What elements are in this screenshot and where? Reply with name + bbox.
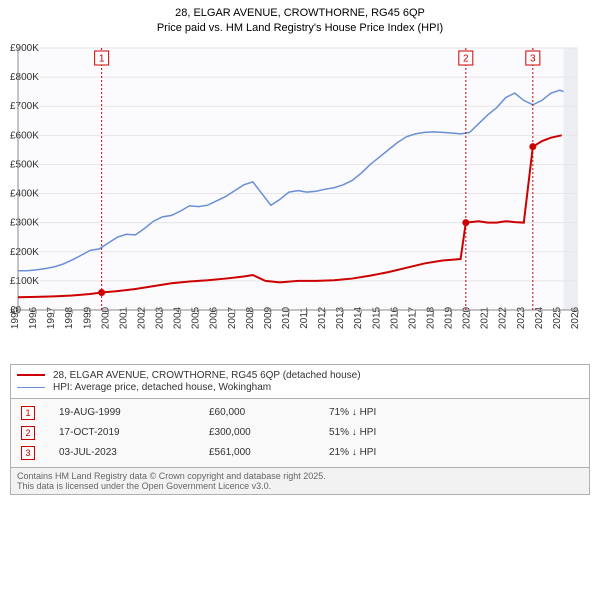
transaction-row: 1 19-AUG-1999£60,00071% ↓ HPI — [17, 403, 583, 423]
y-tick-label: £700K — [10, 101, 39, 112]
marker-number: 2 — [463, 53, 469, 64]
legend-label: HPI: Average price, detached house, Woki… — [53, 382, 271, 393]
footer-line2: This data is licensed under the Open Gov… — [17, 481, 583, 491]
y-tick-label: £900K — [10, 43, 39, 54]
transaction-index: 3 — [21, 446, 35, 460]
marker-number: 1 — [99, 53, 105, 64]
transaction-diff: 71% ↓ HPI — [329, 407, 583, 418]
legend-label: 28, ELGAR AVENUE, CROWTHORNE, RG45 6QP (… — [53, 370, 361, 381]
transaction-index: 1 — [21, 406, 35, 420]
chart-svg: £0£100K£200K£300K£400K£500K£600K£700K£80… — [10, 42, 590, 362]
transaction-diff: 21% ↓ HPI — [329, 447, 583, 458]
y-tick-label: £300K — [10, 217, 39, 228]
legend-row: 28, ELGAR AVENUE, CROWTHORNE, RG45 6QP (… — [17, 370, 583, 381]
chart-area: £0£100K£200K£300K£400K£500K£600K£700K£80… — [10, 42, 590, 362]
legend-row: HPI: Average price, detached house, Woki… — [17, 382, 583, 393]
y-tick-label: £200K — [10, 246, 39, 257]
y-tick-label: £800K — [10, 72, 39, 83]
transaction-date: 03-JUL-2023 — [59, 447, 209, 458]
legend: 28, ELGAR AVENUE, CROWTHORNE, RG45 6QP (… — [10, 364, 590, 399]
transaction-price: £561,000 — [209, 447, 329, 458]
transaction-price: £60,000 — [209, 407, 329, 418]
future-shade — [564, 48, 578, 310]
y-tick-label: £600K — [10, 130, 39, 141]
transaction-index: 2 — [21, 426, 35, 440]
transaction-date: 19-AUG-1999 — [59, 407, 209, 418]
transaction-row: 2 17-OCT-2019£300,00051% ↓ HPI — [17, 423, 583, 443]
marker-number: 3 — [530, 53, 536, 64]
y-tick-label: £100K — [10, 276, 39, 287]
footer: Contains HM Land Registry data © Crown c… — [10, 468, 590, 495]
footer-line1: Contains HM Land Registry data © Crown c… — [17, 471, 583, 481]
legend-swatch — [17, 387, 45, 388]
title-block: 28, ELGAR AVENUE, CROWTHORNE, RG45 6QP P… — [10, 6, 590, 36]
y-tick-label: £500K — [10, 159, 39, 170]
transaction-price: £300,000 — [209, 427, 329, 438]
transaction-table: 1 19-AUG-1999£60,00071% ↓ HPI 2 17-OCT-2019… — [10, 399, 590, 468]
title-line2: Price paid vs. HM Land Registry's House … — [10, 21, 590, 36]
transaction-date: 17-OCT-2019 — [59, 427, 209, 438]
y-tick-label: £400K — [10, 188, 39, 199]
transaction-diff: 51% ↓ HPI — [329, 427, 583, 438]
legend-swatch — [17, 374, 45, 376]
plot-bg — [18, 48, 578, 310]
title-line1: 28, ELGAR AVENUE, CROWTHORNE, RG45 6QP — [10, 6, 590, 21]
chart-container: 28, ELGAR AVENUE, CROWTHORNE, RG45 6QP P… — [0, 0, 600, 590]
transaction-row: 3 03-JUL-2023£561,00021% ↓ HPI — [17, 443, 583, 463]
